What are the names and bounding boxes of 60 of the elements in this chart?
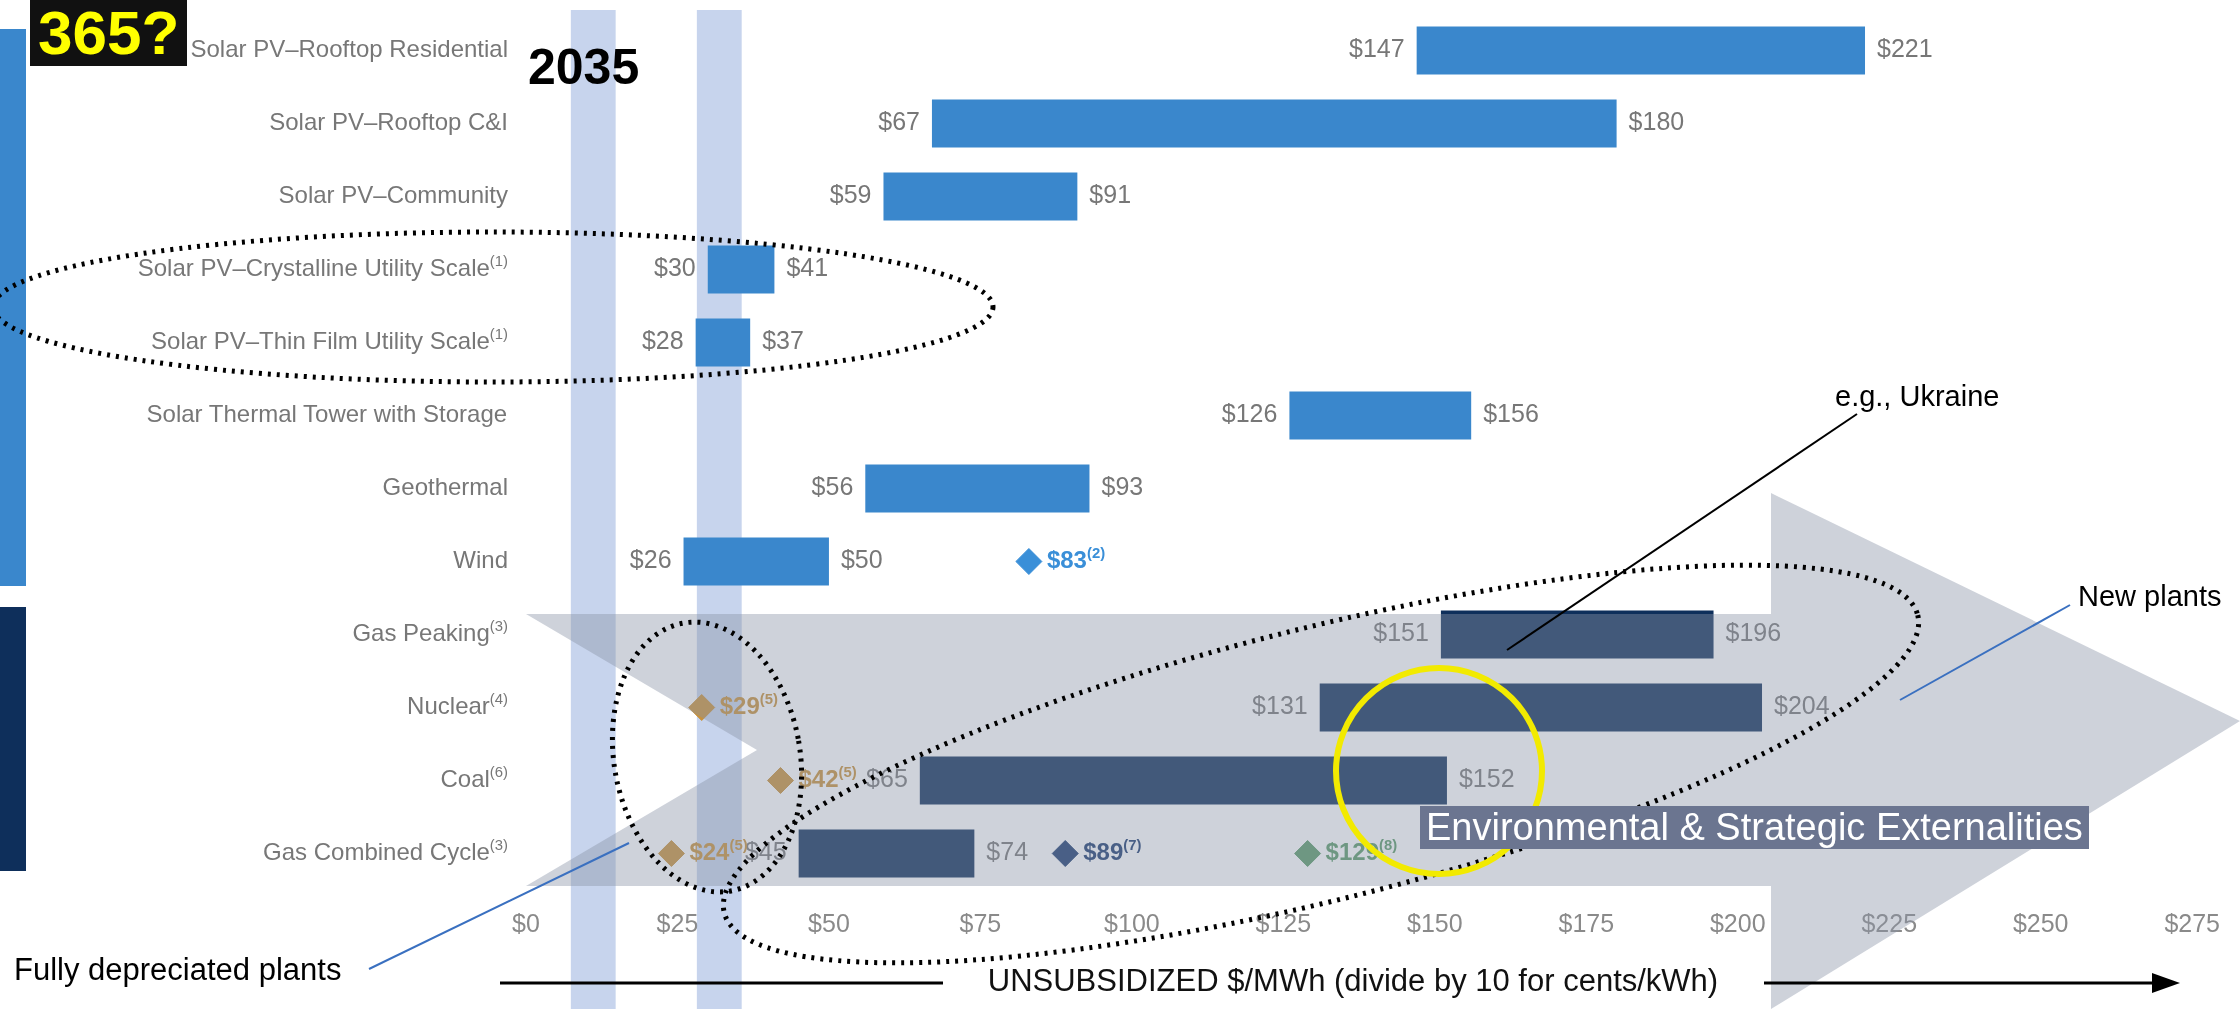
x-axis-title: UNSUBSIDIZED $/MWh (divide by 10 for cents/kWh) bbox=[986, 963, 1720, 999]
bar bbox=[1289, 391, 1472, 440]
y-tick-label: Wind bbox=[453, 546, 509, 574]
text: 365? bbox=[30, 0, 188, 67]
annotation: $131 bbox=[1252, 691, 1308, 720]
x-tick-label: $75 bbox=[959, 908, 1002, 937]
annotation: $180 bbox=[1628, 107, 1685, 136]
x-tick-label: $100 bbox=[1104, 908, 1160, 937]
annotation: $126 bbox=[1221, 399, 1278, 428]
annotation: $28 bbox=[641, 326, 684, 355]
x-tick-label: $250 bbox=[2012, 908, 2069, 937]
annotation: $67 bbox=[878, 107, 920, 136]
annotation: $56 bbox=[811, 472, 854, 501]
annotation: $59 bbox=[829, 180, 872, 209]
x-tick-label: $125 bbox=[1255, 908, 1312, 937]
y-tick-label: Solar PV–Community bbox=[278, 181, 508, 209]
y-tick-label: Solar Thermal Tower with Storage bbox=[146, 400, 508, 428]
x-tick-label: $275 bbox=[2164, 908, 2220, 937]
y-tick-label: Geothermal bbox=[382, 473, 508, 501]
x-tick-label: $50 bbox=[808, 908, 850, 937]
bar bbox=[1416, 26, 1866, 75]
x-tick-label: $200 bbox=[1709, 908, 1766, 937]
annotation: $152 bbox=[1458, 764, 1515, 793]
annotation: $41 bbox=[786, 253, 829, 282]
x-tick-label: $25 bbox=[656, 908, 699, 937]
bar bbox=[865, 464, 1090, 513]
bar bbox=[707, 245, 775, 294]
y-tick-label: Solar PV–Rooftop C&I bbox=[269, 108, 508, 136]
annotation: $196 bbox=[1725, 618, 1782, 647]
annotation: $93 bbox=[1101, 472, 1144, 501]
x-tick-label: $0 bbox=[512, 908, 540, 937]
bar bbox=[798, 829, 975, 878]
bar bbox=[919, 756, 1447, 805]
x-tick-label: $225 bbox=[1861, 908, 1918, 937]
bar bbox=[695, 318, 751, 367]
bar bbox=[1319, 683, 1763, 732]
bar bbox=[931, 99, 1617, 148]
annotation: $65 bbox=[866, 764, 908, 793]
text: Fully depreciated plants bbox=[14, 952, 342, 988]
bar bbox=[683, 537, 829, 586]
annotation: $37 bbox=[762, 326, 804, 355]
annotation: $30 bbox=[654, 253, 696, 282]
bar bbox=[883, 172, 1078, 221]
annotation: Environmental & Strategic Externalities bbox=[1420, 806, 2089, 849]
annotation: $151 bbox=[1373, 618, 1429, 647]
annotation: e.g., Ukraine bbox=[1835, 380, 2000, 413]
annotation: $156 bbox=[1483, 399, 1539, 428]
x-tick-label: $150 bbox=[1407, 908, 1463, 937]
annotation: 2035 bbox=[528, 38, 640, 96]
annotation: $26 bbox=[629, 545, 672, 574]
bar bbox=[1440, 610, 1714, 659]
annotation: $204 bbox=[1774, 691, 1830, 720]
annotation: $74 bbox=[986, 837, 1029, 866]
annotation: $50 bbox=[840, 545, 883, 574]
annotation: $91 bbox=[1089, 180, 1132, 209]
x-tick-label: $175 bbox=[1558, 908, 1615, 937]
annotation: $221 bbox=[1877, 34, 1933, 63]
y-tick-label: Solar PV–Rooftop Residential bbox=[190, 35, 509, 63]
annotation: $147 bbox=[1349, 34, 1405, 63]
annotation: New plants bbox=[2078, 580, 2222, 613]
